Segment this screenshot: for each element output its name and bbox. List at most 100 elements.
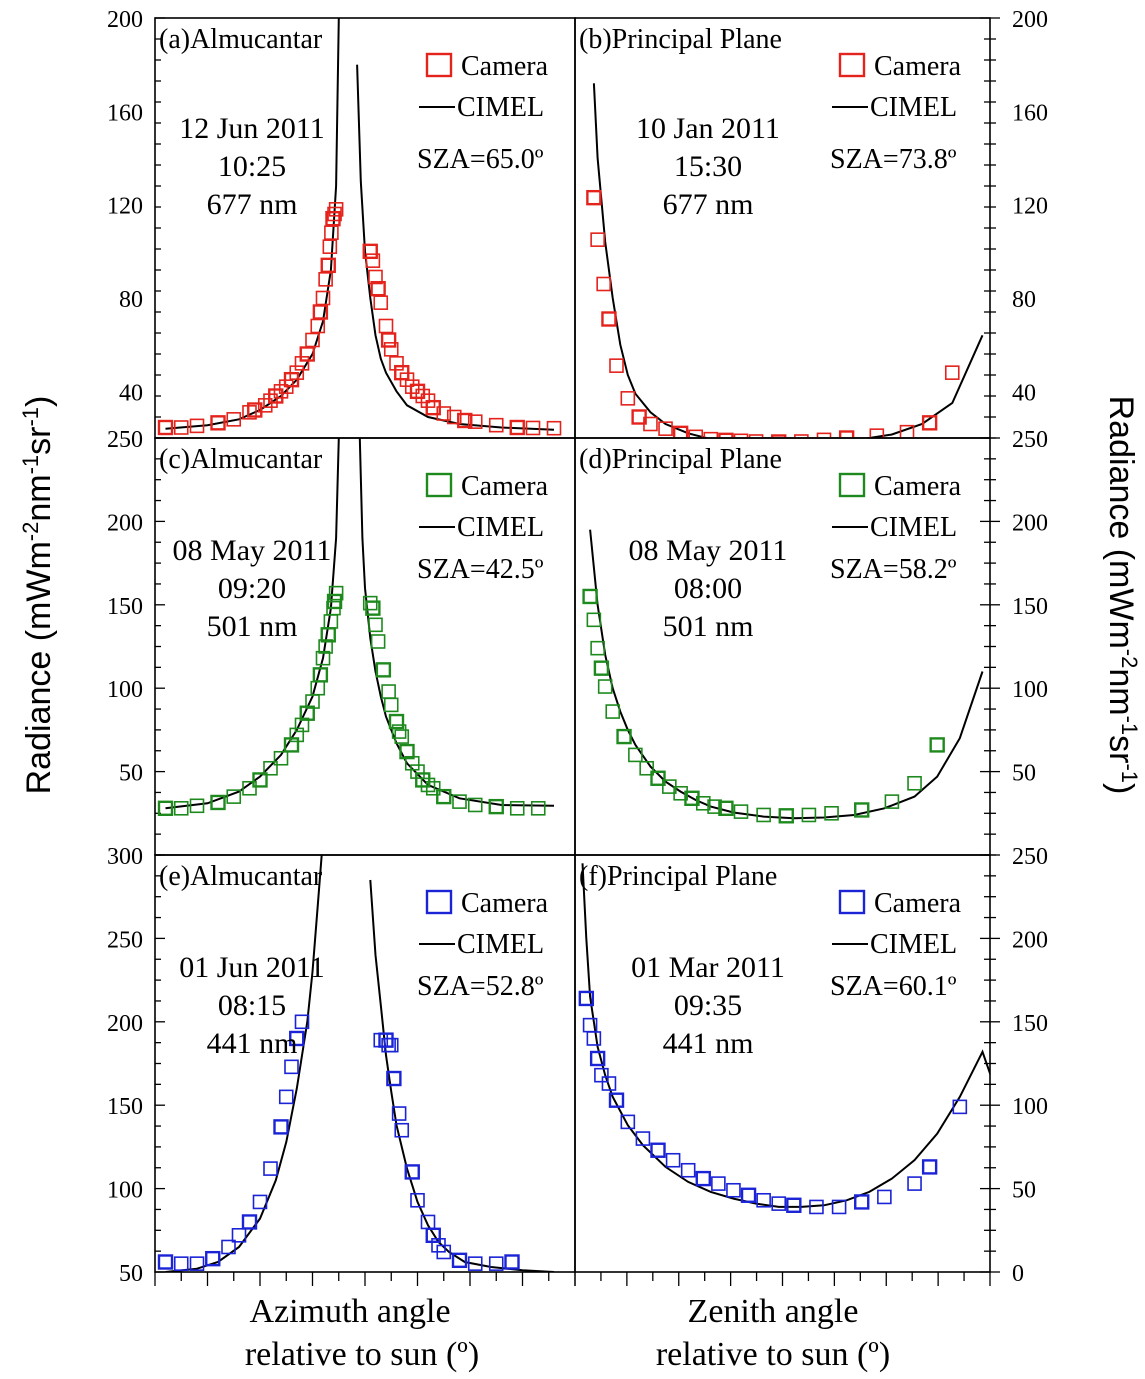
left-xlabel-line1: Azimuth angle — [249, 1293, 450, 1330]
y-tick-label: 250 — [107, 427, 143, 453]
camera-point — [273, 1119, 289, 1135]
legend-cimel-label: CIMEL — [870, 92, 957, 123]
camera-point — [488, 798, 504, 815]
camera-point — [391, 724, 407, 739]
sza-label: SZA=58.2º — [830, 554, 957, 585]
camera-point — [273, 384, 289, 399]
camera-point — [399, 743, 415, 760]
legend-camera-marker — [425, 889, 453, 915]
plot-area — [578, 863, 990, 1215]
camera-point — [404, 379, 420, 394]
camera-point — [375, 662, 392, 678]
y-tick-label: 80 — [119, 287, 143, 313]
camera-point — [452, 794, 467, 809]
sza-label: SZA=42.5º — [417, 554, 544, 585]
camera-point — [391, 1106, 407, 1121]
plot-area — [582, 529, 984, 824]
y-tick-label: 150 — [1012, 594, 1048, 620]
camera-point — [620, 391, 636, 406]
camera-point — [283, 737, 300, 753]
wavelength-label: 501 nm — [663, 610, 754, 643]
camera-point — [173, 1256, 189, 1271]
wavelength-label: 441 nm — [207, 1027, 298, 1060]
camera-point — [370, 280, 386, 297]
legend-camera-marker — [425, 52, 453, 78]
camera-point — [388, 713, 405, 730]
y-tick-label: 0 — [1012, 1261, 1024, 1287]
legend-camera-marker — [838, 472, 866, 498]
camera-point — [318, 639, 333, 654]
camera-point — [884, 794, 900, 809]
y-tick-label: 200 — [107, 7, 143, 33]
camera-point — [601, 311, 617, 327]
camera-point — [684, 790, 700, 806]
camera-point — [273, 750, 289, 766]
camera-point — [451, 1252, 468, 1269]
camera-point — [707, 799, 722, 814]
camera-point — [157, 419, 174, 436]
legend-cimel-label: CIMEL — [870, 512, 957, 543]
camera-point — [605, 704, 621, 719]
camera-point — [650, 1142, 666, 1158]
camera-point — [436, 788, 452, 805]
camera-point — [756, 1192, 771, 1208]
legend-camera-label: Camera — [461, 51, 549, 82]
camera-point — [703, 431, 719, 438]
camera-point — [771, 1196, 787, 1211]
camera-point — [907, 775, 922, 791]
y-tick-label: 100 — [107, 677, 143, 703]
camera-point — [620, 1114, 636, 1130]
legend-camera-marker — [425, 472, 453, 498]
camera-point — [247, 402, 263, 418]
y-tick-label: 150 — [1012, 1011, 1048, 1037]
legend-camera-label: Camera — [461, 471, 549, 502]
left-axis-label: Radiance (mWm-2nm-1sr-1) — [18, 396, 59, 795]
legend-cimel-label: CIMEL — [457, 512, 544, 543]
camera-point — [436, 406, 452, 421]
camera-point — [368, 269, 383, 285]
camera-point — [226, 789, 242, 804]
camera-point — [320, 257, 336, 274]
sza-label: SZA=65.0º — [417, 144, 544, 175]
camera-point — [324, 225, 339, 240]
camera-point — [157, 800, 174, 816]
camera-point — [726, 1182, 741, 1198]
camera-point — [658, 421, 673, 436]
y-tick-label: 120 — [1012, 194, 1048, 220]
camera-point — [322, 239, 338, 254]
camera-point — [394, 729, 410, 744]
camera-point — [673, 785, 688, 801]
panel-d: 50 100 150 200 250 (d)Principal Plane Camera CI… — [574, 427, 1048, 856]
camera-point — [381, 684, 396, 699]
camera-point — [210, 415, 226, 431]
camera-point — [695, 1170, 711, 1187]
camera-point — [831, 1199, 847, 1215]
sza-label: SZA=60.1º — [830, 971, 957, 1002]
camera-point — [294, 356, 310, 371]
camera-point — [263, 1161, 278, 1176]
camera-point — [263, 393, 278, 408]
camera-point — [594, 1067, 609, 1083]
camera-point — [748, 434, 764, 438]
camera-point — [299, 705, 315, 721]
camera-point — [546, 420, 562, 436]
camera-point — [328, 585, 344, 601]
y-tick-label: 50 — [119, 1261, 143, 1287]
camera-point — [157, 1254, 174, 1270]
camera-point — [415, 388, 431, 404]
camera-point — [231, 1228, 247, 1243]
y-tick-label: 200 — [107, 510, 143, 536]
y-tick-label: 160 — [107, 100, 143, 126]
plot-area — [586, 83, 984, 438]
camera-point — [899, 424, 915, 438]
camera-point — [315, 650, 331, 666]
camera-point — [328, 202, 344, 217]
y-tick-label: 160 — [1012, 100, 1048, 126]
camera-point — [362, 595, 378, 611]
camera-point — [952, 1099, 968, 1115]
camera-point — [221, 1239, 236, 1255]
camera-point — [695, 795, 711, 811]
camera-point — [294, 1014, 310, 1030]
camera-point — [226, 412, 242, 427]
